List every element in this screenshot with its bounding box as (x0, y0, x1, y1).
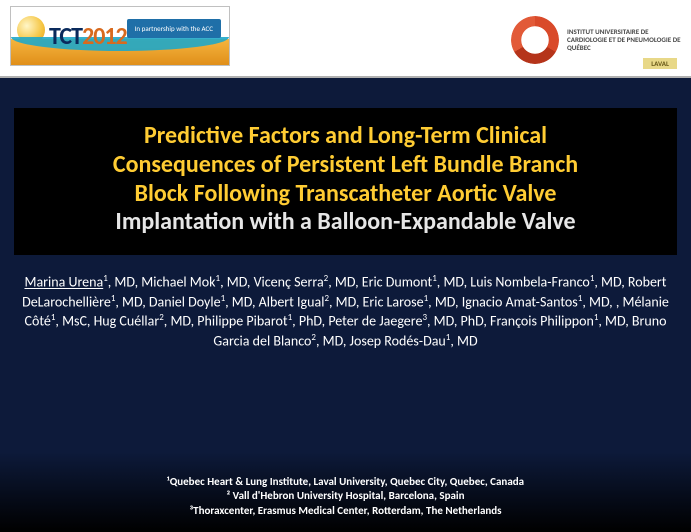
affiliations-block: ¹Quebec Heart & Lung Institute, Laval Un… (0, 475, 691, 518)
title-box: Predictive Factors and Long-Term Clinica… (14, 108, 677, 255)
affiliation-1: ¹Quebec Heart & Lung Institute, Laval Un… (0, 475, 691, 489)
conference-logo: TCT2012 In partnership with the ACC (10, 6, 230, 66)
title-line-3: Block Following Transcatheter Aortic Val… (135, 179, 557, 208)
conference-name: TCT2012 (49, 22, 127, 51)
title-line-2: Consequences of Persistent Left Bundle B… (113, 150, 578, 179)
affiliation-2: ² Vall d'Hebron University Hospital, Bar… (0, 489, 691, 503)
title-line-1: Predictive Factors and Long-Term Clinica… (144, 121, 547, 150)
university-name: LAVAL (643, 58, 677, 69)
conference-year: 2012 (82, 22, 127, 51)
institute-name: INSTITUT UNIVERSITAIRE DE CARDIOLOGIE ET… (567, 28, 681, 51)
header-bar: TCT2012 In partnership with the ACC INST… (0, 0, 691, 78)
title-line-4: Implantation with a Balloon-Expandable V… (115, 207, 575, 236)
authors-block: Marina Urena1, MD, Michael Mok1, MD, Vic… (22, 273, 669, 351)
conference-acronym: TCT (49, 22, 82, 51)
ring-icon (511, 16, 559, 64)
slide: TCT2012 In partnership with the ACC INST… (0, 0, 691, 532)
slide-title: Predictive Factors and Long-Term Clinica… (34, 122, 657, 237)
institute-logo: INSTITUT UNIVERSITAIRE DE CARDIOLOGIE ET… (511, 6, 681, 74)
affiliation-3: ³Thoraxcenter, Erasmus Medical Center, R… (0, 504, 691, 518)
conference-tagline: In partnership with the ACC (127, 19, 221, 38)
lead-author: Marina Urena (24, 274, 103, 291)
